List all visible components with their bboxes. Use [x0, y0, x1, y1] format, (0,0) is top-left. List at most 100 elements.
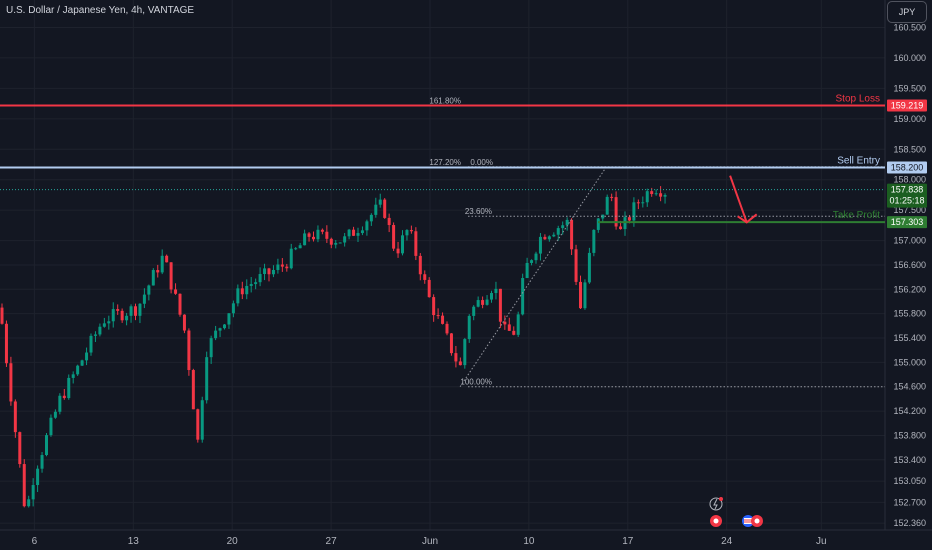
candle: [436, 308, 440, 319]
candle: [418, 253, 422, 281]
candle: [329, 237, 333, 249]
candle: [107, 315, 111, 330]
candle-body: [481, 300, 485, 305]
candle: [142, 288, 146, 309]
candle-body: [378, 199, 382, 205]
flag-event-icon: [742, 515, 754, 527]
fibonacci-levels: 161.80% 127.20% 0.00% 23.60% 100.00%: [429, 96, 885, 388]
x-tick-label: 6: [32, 536, 38, 547]
candle-body: [360, 230, 364, 234]
candle-body: [218, 328, 222, 331]
candle: [401, 230, 404, 256]
y-tick-label: 152.700: [893, 497, 926, 507]
take-profit-price-tag: [887, 216, 927, 229]
candle-body: [214, 330, 218, 339]
candle-body: [543, 236, 547, 240]
candle: [160, 249, 164, 275]
candle: [405, 229, 409, 241]
candle-body: [303, 233, 307, 246]
candle-body: [343, 236, 347, 243]
candle-body: [374, 204, 378, 215]
candle: [36, 465, 40, 493]
y-tick-label: 156.200: [893, 284, 926, 294]
candle-body: [463, 339, 467, 366]
arrow-shaft: [729, 175, 748, 223]
candle-body: [329, 238, 333, 245]
candle: [285, 263, 289, 272]
candle-body: [85, 352, 89, 361]
candle: [320, 228, 324, 235]
candle: [289, 243, 293, 270]
y-tick-label: 160.500: [893, 22, 926, 32]
candle-body: [9, 363, 13, 402]
candle-body: [169, 262, 173, 290]
candle-body: [494, 288, 498, 294]
candle: [325, 225, 329, 243]
candle-body: [102, 323, 106, 327]
candle-body: [552, 234, 556, 237]
candle: [13, 399, 17, 438]
candle-body: [503, 321, 507, 325]
candle: [636, 199, 640, 210]
currency-button[interactable]: JPY: [887, 1, 927, 23]
candle-body: [209, 338, 213, 358]
arrow-head: [737, 213, 758, 224]
candle: [507, 317, 511, 332]
candle: [476, 296, 480, 308]
candle: [521, 273, 525, 316]
candle-body: [445, 323, 449, 334]
candle: [392, 222, 396, 251]
x-tick-label: 24: [721, 536, 733, 547]
candle: [654, 189, 658, 196]
candle: [191, 368, 195, 410]
candle-body: [619, 226, 623, 230]
y-tick-label: 159.500: [893, 83, 926, 93]
fib-level-label: 127.20%: [429, 158, 461, 167]
candle: [0, 303, 4, 325]
candle-body: [267, 268, 271, 275]
candle-body: [80, 360, 84, 366]
candle: [240, 281, 244, 300]
candle: [138, 303, 142, 324]
candle-body: [530, 260, 534, 263]
candle: [538, 233, 542, 261]
candle: [579, 275, 582, 309]
candle-body: [521, 278, 525, 315]
candle: [583, 279, 587, 310]
candle-body: [142, 294, 146, 304]
candle-body: [174, 289, 178, 294]
candle-body: [454, 353, 458, 362]
candle: [454, 345, 458, 368]
candle: [111, 302, 115, 328]
candle-countdown-text: 01:25:18: [889, 196, 924, 206]
candle: [547, 235, 551, 242]
candle: [498, 288, 502, 328]
candle-body: [178, 293, 182, 315]
candle-body: [245, 285, 249, 295]
candle: [125, 312, 129, 326]
candle: [485, 295, 489, 306]
candle-body: [369, 214, 373, 222]
projection-arrow: [729, 175, 758, 224]
candle-body: [458, 361, 462, 366]
event-icons: [709, 497, 763, 527]
candle: [334, 239, 338, 249]
candle-body: [490, 293, 493, 300]
candle: [258, 267, 262, 287]
candle: [120, 308, 124, 323]
candle-body: [156, 270, 160, 273]
candle: [209, 335, 213, 364]
y-tick-label: 154.200: [893, 406, 926, 416]
candle-body: [138, 303, 142, 316]
candle: [467, 314, 471, 343]
candle: [9, 356, 13, 406]
candle-body: [641, 202, 645, 204]
x-tick-label: Ju: [816, 536, 827, 547]
candle: [62, 388, 66, 400]
candle-body: [409, 230, 413, 232]
candle-body: [614, 197, 618, 227]
candle: [298, 242, 302, 249]
candle-body: [312, 236, 315, 240]
candle: [481, 296, 485, 309]
